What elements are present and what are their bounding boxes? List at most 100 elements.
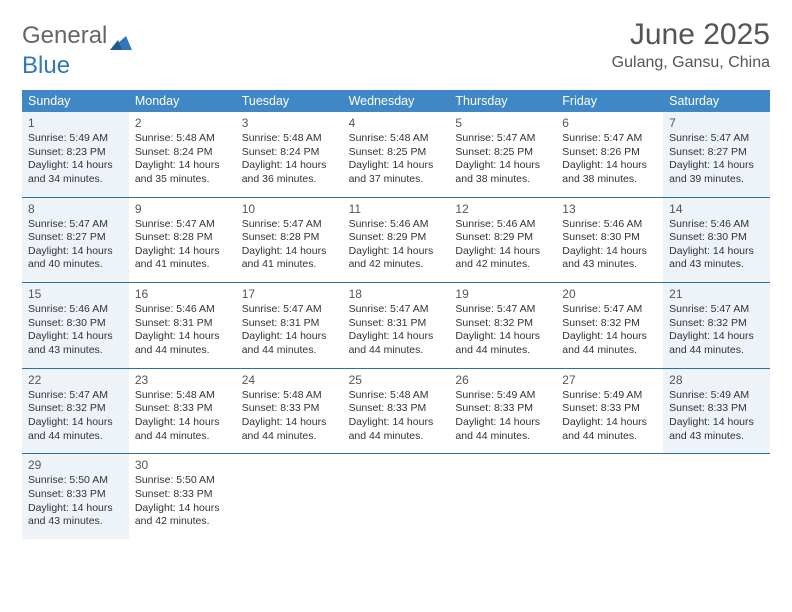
daylight-line: Daylight: 14 hours <box>669 159 764 173</box>
sunset-line: Sunset: 8:31 PM <box>135 317 230 331</box>
sunrise-line: Sunrise: 5:47 AM <box>242 303 337 317</box>
daylight-line: Daylight: 14 hours <box>455 245 550 259</box>
day-number: 5 <box>455 116 550 130</box>
day-number: 22 <box>28 373 123 387</box>
weekday-wednesday: Wednesday <box>343 90 450 112</box>
day-number: 14 <box>669 202 764 216</box>
week-row: 29Sunrise: 5:50 AMSunset: 8:33 PMDayligh… <box>22 453 770 539</box>
sunrise-line: Sunrise: 5:49 AM <box>455 389 550 403</box>
daylight-line: and 36 minutes. <box>242 173 337 187</box>
sunset-line: Sunset: 8:31 PM <box>242 317 337 331</box>
sunrise-line: Sunrise: 5:47 AM <box>455 132 550 146</box>
sunset-line: Sunset: 8:28 PM <box>135 231 230 245</box>
day-number: 27 <box>562 373 657 387</box>
day-number: 30 <box>135 458 230 472</box>
sunset-line: Sunset: 8:30 PM <box>562 231 657 245</box>
daylight-line: and 44 minutes. <box>455 344 550 358</box>
sunset-line: Sunset: 8:33 PM <box>242 402 337 416</box>
sunset-line: Sunset: 8:31 PM <box>349 317 444 331</box>
day-cell: 6Sunrise: 5:47 AMSunset: 8:26 PMDaylight… <box>556 112 663 197</box>
daylight-line: Daylight: 14 hours <box>455 416 550 430</box>
weekday-tuesday: Tuesday <box>236 90 343 112</box>
week-row: 1Sunrise: 5:49 AMSunset: 8:23 PMDaylight… <box>22 112 770 197</box>
day-number: 16 <box>135 287 230 301</box>
sunrise-line: Sunrise: 5:48 AM <box>242 389 337 403</box>
daylight-line: Daylight: 14 hours <box>28 416 123 430</box>
day-number: 21 <box>669 287 764 301</box>
sunset-line: Sunset: 8:32 PM <box>669 317 764 331</box>
day-cell: 4Sunrise: 5:48 AMSunset: 8:25 PMDaylight… <box>343 112 450 197</box>
day-cell: 17Sunrise: 5:47 AMSunset: 8:31 PMDayligh… <box>236 283 343 368</box>
daylight-line: Daylight: 14 hours <box>28 245 123 259</box>
sunrise-line: Sunrise: 5:47 AM <box>349 303 444 317</box>
sunrise-line: Sunrise: 5:47 AM <box>562 132 657 146</box>
logo-text-general: General <box>22 22 107 50</box>
day-cell: 1Sunrise: 5:49 AMSunset: 8:23 PMDaylight… <box>22 112 129 197</box>
daylight-line: and 44 minutes. <box>562 430 657 444</box>
daylight-line: and 34 minutes. <box>28 173 123 187</box>
daylight-line: Daylight: 14 hours <box>242 159 337 173</box>
sunset-line: Sunset: 8:33 PM <box>28 488 123 502</box>
daylight-line: Daylight: 14 hours <box>669 330 764 344</box>
month-title: June 2025 <box>612 18 770 52</box>
daylight-line: Daylight: 14 hours <box>28 330 123 344</box>
daylight-line: and 39 minutes. <box>669 173 764 187</box>
day-number: 11 <box>349 202 444 216</box>
title-block: June 2025 Gulang, Gansu, China <box>612 18 770 72</box>
sunrise-line: Sunrise: 5:46 AM <box>669 218 764 232</box>
day-number: 6 <box>562 116 657 130</box>
day-number: 4 <box>349 116 444 130</box>
sunrise-line: Sunrise: 5:48 AM <box>349 389 444 403</box>
logo-text-blue: Blue <box>22 52 70 80</box>
daylight-line: and 42 minutes. <box>349 258 444 272</box>
daylight-line: and 44 minutes. <box>242 344 337 358</box>
day-number: 19 <box>455 287 550 301</box>
sunset-line: Sunset: 8:26 PM <box>562 146 657 160</box>
day-cell: 15Sunrise: 5:46 AMSunset: 8:30 PMDayligh… <box>22 283 129 368</box>
sunset-line: Sunset: 8:25 PM <box>455 146 550 160</box>
day-cell: 28Sunrise: 5:49 AMSunset: 8:33 PMDayligh… <box>663 369 770 454</box>
day-cell: 5 Sunrise: 5:47 AMSunset: 8:25 PMDaylight… <box>449 112 556 197</box>
sunset-line: Sunset: 8:33 PM <box>135 488 230 502</box>
day-number: 8 <box>28 202 123 216</box>
location-text: Gulang, Gansu, China <box>612 54 770 72</box>
day-number: 23 <box>135 373 230 387</box>
sunrise-line: Sunrise: 5:47 AM <box>242 218 337 232</box>
daylight-line: and 43 minutes. <box>669 430 764 444</box>
daylight-line: and 43 minutes. <box>28 515 123 529</box>
daylight-line: and 44 minutes. <box>242 430 337 444</box>
day-number: 10 <box>242 202 337 216</box>
day-cell: 14Sunrise: 5:46 AMSunset: 8:30 PMDayligh… <box>663 198 770 283</box>
day-number: 15 <box>28 287 123 301</box>
day-number: 17 <box>242 287 337 301</box>
sunrise-line: Sunrise: 5:47 AM <box>135 218 230 232</box>
day-cell: 12Sunrise: 5:46 AMSunset: 8:29 PMDayligh… <box>449 198 556 283</box>
sunrise-line: Sunrise: 5:48 AM <box>242 132 337 146</box>
daylight-line: and 38 minutes. <box>562 173 657 187</box>
logo: General <box>22 22 132 50</box>
sunrise-line: Sunrise: 5:46 AM <box>135 303 230 317</box>
sunrise-line: Sunrise: 5:47 AM <box>28 218 123 232</box>
sunset-line: Sunset: 8:33 PM <box>562 402 657 416</box>
daylight-line: Daylight: 14 hours <box>455 159 550 173</box>
sunrise-line: Sunrise: 5:48 AM <box>135 389 230 403</box>
sunrise-line: Sunrise: 5:49 AM <box>669 389 764 403</box>
daylight-line: Daylight: 14 hours <box>349 159 444 173</box>
day-cell: 13Sunrise: 5:46 AMSunset: 8:30 PMDayligh… <box>556 198 663 283</box>
daylight-line: Daylight: 14 hours <box>562 330 657 344</box>
daylight-line: Daylight: 14 hours <box>135 330 230 344</box>
day-number: 24 <box>242 373 337 387</box>
sunset-line: Sunset: 8:33 PM <box>669 402 764 416</box>
day-cell: 21Sunrise: 5:47 AMSunset: 8:32 PMDayligh… <box>663 283 770 368</box>
empty-cell <box>343 454 450 539</box>
sunset-line: Sunset: 8:33 PM <box>135 402 230 416</box>
day-number: 20 <box>562 287 657 301</box>
day-number: 9 <box>135 202 230 216</box>
sunset-line: Sunset: 8:30 PM <box>28 317 123 331</box>
sunset-line: Sunset: 8:33 PM <box>455 402 550 416</box>
daylight-line: and 44 minutes. <box>135 344 230 358</box>
daylight-line: and 37 minutes. <box>349 173 444 187</box>
day-number: 2 <box>135 116 230 130</box>
daylight-line: Daylight: 14 hours <box>349 245 444 259</box>
day-cell: 20Sunrise: 5:47 AMSunset: 8:32 PMDayligh… <box>556 283 663 368</box>
